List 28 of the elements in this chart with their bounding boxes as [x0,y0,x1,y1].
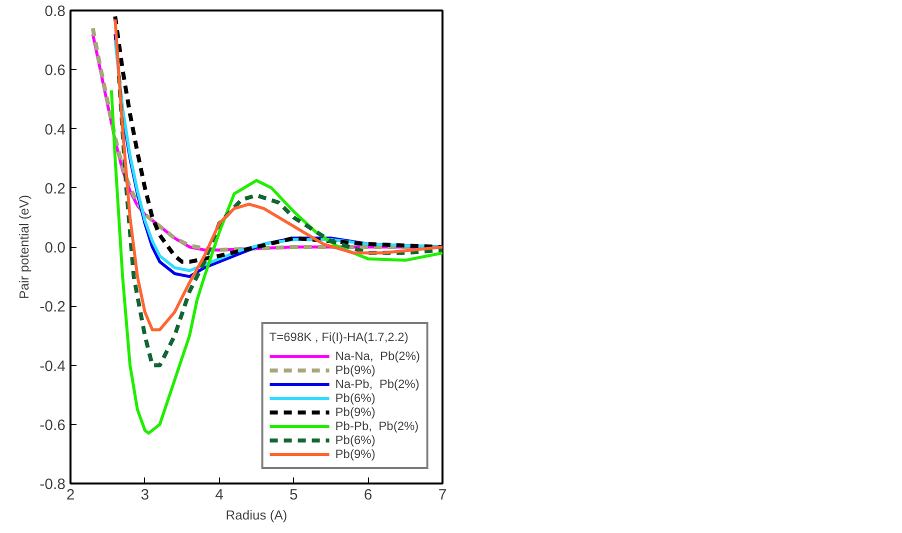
y-axis-title: Pair potential (eV) [16,194,32,300]
x-tick-label: 4 [215,486,224,504]
x-tick-label: 7 [438,486,447,504]
legend-label: Pb(6%) [335,391,376,405]
legend-label: Na-Pb, Pb(2%) [335,377,420,391]
line-series [110,88,442,435]
x-tick-label: 6 [364,486,372,504]
x-tick-label: 5 [290,486,298,504]
line-series [114,18,442,332]
y-tick-label: -0.2 [40,298,66,316]
x-tick-label: 3 [140,486,150,504]
y-tick-label: 0.4 [44,121,66,138]
legend-label: Pb(9%) [335,447,376,461]
x-axis-title: Radius (A) [226,508,288,522]
legend-label: Pb(9%) [335,363,376,377]
y-tick-label: -0.4 [40,358,66,375]
legend-label: Pb-Pb, Pb(2%) [335,419,419,433]
x-tick-label: 2 [66,486,75,504]
legend-label: Pb(9%) [335,405,376,419]
y-tick-label: -0.8 [40,476,66,493]
y-tick-label: -0.6 [40,416,66,434]
y-tick-label: 0.8 [44,3,66,20]
legend-title: T=698K , Fi(I)-HA(1.7,2.2) [269,330,410,344]
legend-label: Na-Na, Pb(2%) [335,349,420,363]
legend-label: Pb(6%) [335,433,376,447]
y-tick-label: 0.6 [44,62,66,80]
y-tick-label: 0.0 [44,240,66,256]
y-tick-label: 0.2 [44,180,66,198]
